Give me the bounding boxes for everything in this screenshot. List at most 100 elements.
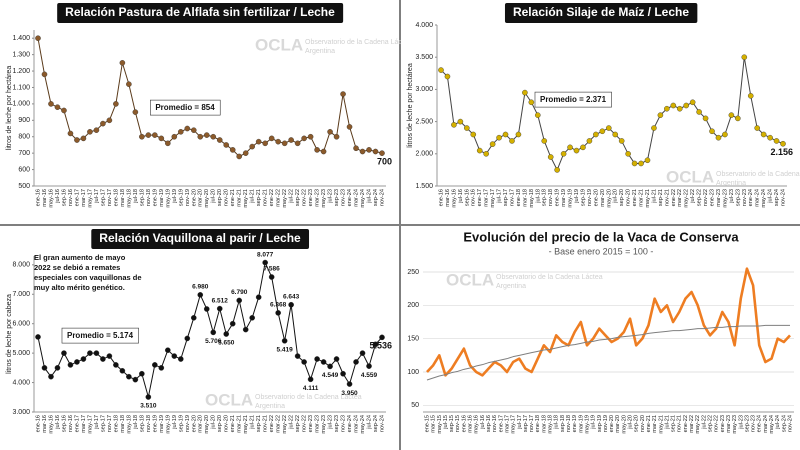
x-tick-label: jul-19	[574, 189, 580, 204]
x-tick-label: mar-16	[445, 189, 451, 207]
marker	[177, 356, 184, 362]
x-tick-label: ene-22	[683, 415, 689, 432]
x-tick-label: jul-24	[775, 415, 781, 430]
x-tick-label: sep-17	[503, 189, 509, 206]
x-tick-label: mar-18	[120, 415, 126, 433]
marker	[48, 373, 54, 380]
y-tick-label: 7.000	[12, 291, 30, 298]
x-tick-label: nov-21	[664, 189, 670, 206]
x-tick-label: may-18	[548, 415, 554, 434]
marker	[735, 115, 741, 122]
marker	[203, 306, 210, 312]
marker	[229, 147, 236, 153]
data-label: 6.512	[212, 297, 229, 304]
x-tick-label: nov-18	[548, 189, 554, 206]
marker	[307, 133, 314, 140]
marker	[320, 148, 327, 155]
y-tick-label: 250	[407, 269, 419, 276]
watermark-text: Observatorio de la Cadena Láctea	[496, 274, 603, 281]
marker	[61, 107, 67, 114]
marker	[113, 101, 119, 107]
marker	[242, 326, 249, 333]
x-tick-label: may-24	[360, 189, 366, 208]
marker	[715, 134, 722, 141]
marker	[593, 131, 599, 138]
x-tick-label: ene-21	[632, 189, 638, 206]
x-tick-label: jul-21	[250, 415, 256, 430]
marker	[709, 128, 715, 135]
marker	[210, 133, 217, 140]
marker	[522, 89, 528, 96]
marker	[242, 150, 249, 156]
note-line: El gran aumento de mayo	[34, 253, 126, 262]
x-tick-label: jul-23	[738, 415, 744, 430]
marker	[190, 127, 197, 133]
marker	[760, 131, 767, 138]
x-tick-label: mar-21	[237, 189, 243, 207]
average-box	[534, 91, 612, 108]
x-tick-label: jul-24	[768, 189, 774, 204]
average-box	[61, 327, 139, 344]
marker	[139, 370, 145, 377]
x-tick-label: jul-23	[328, 189, 334, 204]
x-tick-label: may-16	[451, 189, 457, 208]
x-tick-label: may-23	[722, 189, 728, 208]
note-line: especiales con vaquillonas de	[34, 273, 142, 282]
marker	[489, 141, 496, 147]
x-tick-label: ene-23	[720, 415, 726, 432]
marker	[223, 331, 230, 337]
marker	[223, 142, 230, 148]
marker	[275, 138, 281, 145]
marker	[35, 35, 41, 42]
x-tick-label: nov-21	[677, 415, 683, 432]
y-tick-label: 4.000	[415, 22, 433, 29]
x-tick-label: jul-18	[133, 415, 139, 430]
x-tick-label: nov-23	[341, 189, 347, 206]
marker	[353, 145, 359, 152]
x-tick-label: sep-20	[634, 415, 640, 432]
x-tick-label: sep-23	[334, 415, 340, 432]
marker	[307, 376, 314, 383]
x-tick-label: jul-20	[211, 189, 217, 204]
x-tick-label: ene-19	[572, 415, 578, 432]
x-tick-label: ene-15	[424, 415, 430, 432]
marker	[54, 104, 61, 110]
x-tick-label: mar-17	[484, 189, 490, 207]
x-tick-label: mar-23	[315, 189, 321, 207]
x-tick-label: nov-23	[751, 415, 757, 432]
marker	[379, 150, 385, 156]
x-tick-label: jul-22	[701, 415, 707, 430]
x-tick-label: ene-24	[748, 189, 754, 206]
x-tick-label: ene-20	[593, 189, 599, 206]
marker	[741, 54, 748, 61]
data-label: 4.549	[322, 372, 339, 379]
x-tick-label: nov-24	[780, 189, 786, 206]
marker	[288, 301, 294, 308]
x-tick-label: mar-20	[198, 415, 204, 433]
x-tick-label: nov-15	[455, 415, 461, 432]
marker	[171, 133, 178, 140]
x-tick-label: nov-22	[703, 189, 709, 206]
marker	[249, 143, 255, 150]
x-tick-label: ene-16	[438, 189, 444, 206]
x-tick-label: ene-24	[347, 415, 353, 432]
marker	[444, 73, 451, 80]
x-tick-label: mar-16	[42, 189, 48, 207]
x-tick-label: sep-21	[658, 189, 664, 206]
y-tick-label: 1.100	[12, 84, 30, 91]
marker	[288, 137, 294, 143]
note-line: 2022 se debió a remates	[34, 263, 120, 272]
x-tick-label: may-16	[48, 189, 54, 208]
marker	[249, 315, 255, 321]
data-label: 5.419	[277, 347, 294, 354]
data-label: 4.559	[361, 372, 378, 379]
watermark-text: Observatorio de la Cadena Láctea	[305, 39, 412, 46]
x-tick-label: ene-17	[477, 189, 483, 206]
x-tick-label: may-18	[529, 189, 535, 208]
marker	[379, 334, 385, 341]
marker	[599, 128, 606, 135]
marker	[119, 60, 126, 66]
